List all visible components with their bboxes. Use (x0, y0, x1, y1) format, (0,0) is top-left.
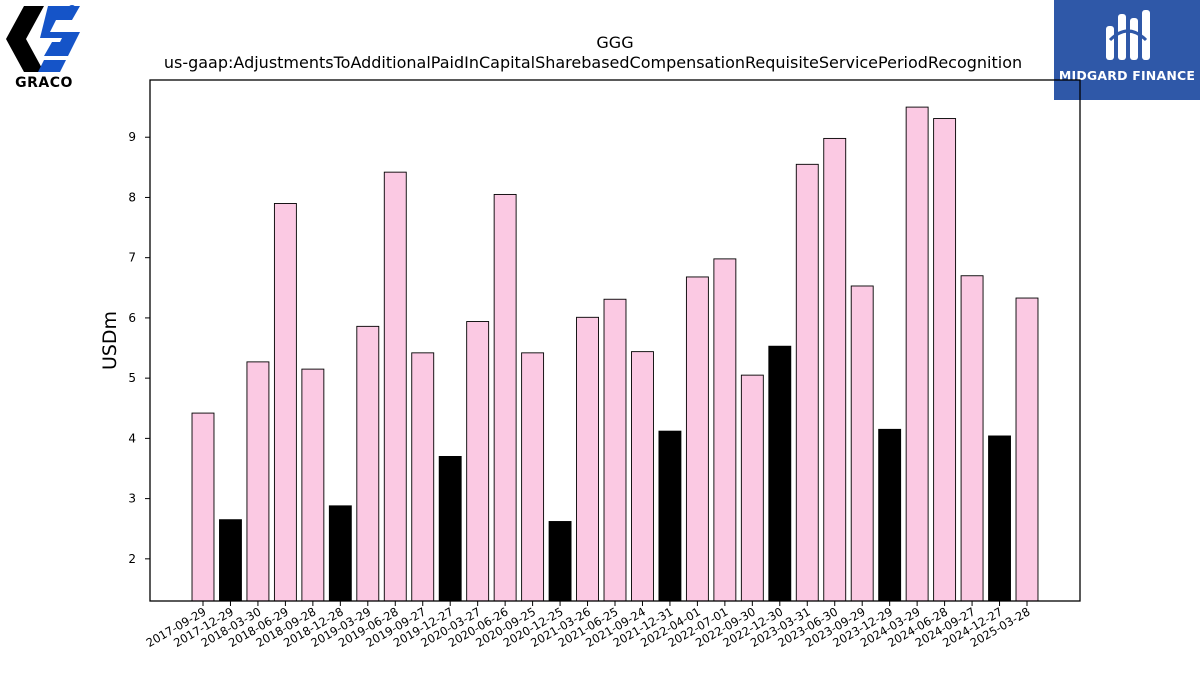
y-tick-label: 7 (128, 251, 136, 265)
midgard-finance-logo: MIDGARD FINANCE (1054, 0, 1200, 100)
midgard-wordmark: MIDGARD FINANCE (1058, 68, 1196, 83)
chart-title: GGG (596, 33, 633, 52)
bar-2020-12-25 (548, 521, 572, 602)
bar-2020-03-27 (466, 321, 490, 602)
bar-2019-12-27 (438, 455, 462, 602)
y-tick-label: 8 (128, 190, 136, 204)
y-axis-ticks: 2 3 4 5 6 7 8 9 (128, 130, 150, 566)
bar-2024-06-28 (933, 118, 957, 602)
bar-2019-06-28 (383, 171, 407, 602)
bar-2023-06-30 (823, 137, 847, 602)
bar-2018-03-30 (246, 361, 270, 602)
bar-2020-09-25 (521, 352, 545, 602)
bar-2022-09-30 (740, 374, 764, 602)
bar-2024-09-27 (960, 275, 984, 602)
bar-2024-03-29 (905, 106, 929, 602)
graco-wordmark: GRACO (15, 75, 73, 91)
bar-2022-07-01 (713, 258, 737, 602)
bar-2022-04-01 (685, 276, 709, 602)
bar-2017-09-29 (191, 412, 215, 602)
bar-2021-12-31 (658, 430, 682, 602)
bar-2017-12-29 (219, 519, 242, 602)
bar-2025-03-28 (1015, 297, 1039, 602)
bar-2019-09-27 (411, 352, 435, 602)
y-axis-label: USDm (99, 311, 121, 370)
bar-2023-03-31 (795, 163, 819, 602)
bar-2022-12-30 (768, 345, 792, 602)
x-axis-ticks: 2017-09-292017-12-292018-03-302018-06-29… (144, 601, 1033, 650)
y-tick-label: 3 (128, 492, 136, 506)
midgard-emblem-icon (1106, 10, 1150, 60)
bar-2021-03-26 (576, 316, 599, 602)
y-tick-label: 2 (128, 552, 136, 566)
chart-subtitle: us-gaap:AdjustmentsToAdditionalPaidInCap… (164, 53, 1022, 72)
bar-2023-09-29 (850, 285, 874, 602)
bar-2019-03-29 (356, 325, 380, 602)
bar-2020-06-26 (493, 193, 517, 602)
plot-area-frame (149, 79, 1081, 602)
bar-2023-12-29 (878, 428, 902, 602)
bar-2018-12-28 (328, 505, 352, 602)
y-tick-label: 5 (128, 371, 136, 385)
bar-2021-09-24 (631, 351, 654, 602)
bar-2018-09-28 (301, 368, 325, 602)
bars-group (191, 106, 1039, 602)
graco-logo: GRACO (4, 4, 84, 91)
y-tick-label: 9 (128, 130, 136, 144)
bar-2018-06-29 (273, 203, 297, 602)
graco-emblem-icon (6, 5, 80, 72)
y-tick-label: 4 (128, 431, 136, 445)
bar-2021-06-25 (603, 298, 627, 602)
bar-2024-12-27 (988, 435, 1011, 602)
y-tick-label: 6 (128, 311, 136, 325)
